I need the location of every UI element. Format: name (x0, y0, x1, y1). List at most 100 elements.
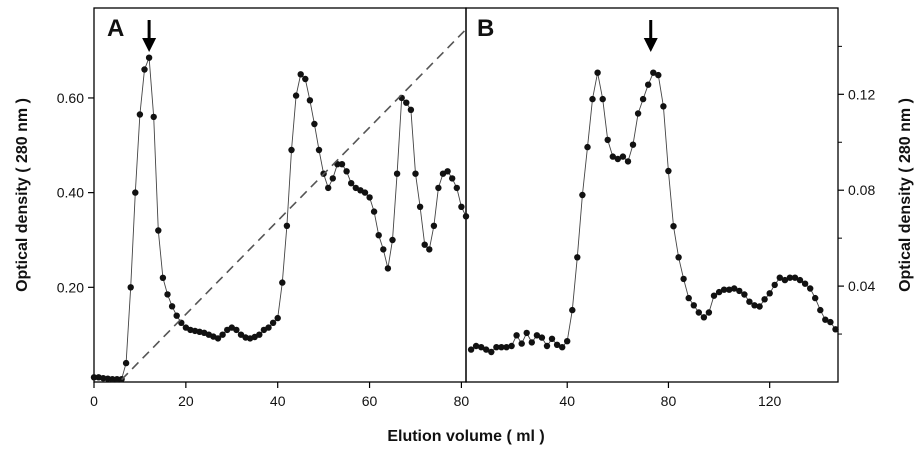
panel-b-data-point (791, 274, 799, 281)
panel-b-data-point (478, 344, 485, 351)
panel-b-data-point (756, 303, 763, 310)
panel-a-data-point (159, 274, 167, 281)
panel-a-x-tick-label: 0 (90, 393, 98, 409)
panel-a-data-point (416, 203, 424, 210)
panel-a-data-point (237, 331, 245, 338)
panel-a-y-tick-label: 0.20 (57, 279, 84, 295)
panel-a-data-point (380, 246, 387, 253)
panel-b-data-point (655, 71, 662, 79)
panel-b-data-point (488, 348, 495, 356)
panel-a-data-point (375, 232, 382, 239)
panel-b-frame (465, 7, 839, 383)
panel-b-data-point (574, 254, 581, 261)
panel-b-data-point (731, 285, 738, 292)
panel-a-data-point (366, 194, 373, 201)
panel-b-data-point (695, 309, 702, 316)
panel-b-data-point (796, 276, 804, 284)
panel-b-data-point (690, 302, 697, 309)
panel-b-data-point (822, 316, 829, 323)
panel-b-data-point (533, 332, 541, 339)
panel-a-x-tick-label: 20 (178, 393, 194, 409)
panel-a-data-point (407, 106, 415, 114)
panel-a-data-point (150, 113, 157, 121)
panel-b-data-point (523, 329, 530, 337)
panel-a-data-point (168, 303, 176, 310)
panel-b-data-point (746, 298, 753, 305)
panel-b-data-point (665, 167, 672, 175)
panel-a-data-point (306, 97, 314, 104)
panel-b-data-point (786, 274, 794, 281)
panel-a-data-point (462, 213, 470, 220)
panel-b-data-point (705, 309, 713, 316)
panel-a-data-point (288, 146, 295, 154)
panel-a-data-point (279, 279, 286, 286)
panel-b-data-point (751, 302, 758, 309)
panel-b: 40 80 120 0.04 0.08 0.12 (467, 20, 875, 409)
panel-b-data-point (483, 346, 490, 353)
panel-b-data-point (680, 275, 687, 283)
panel-a-data-point (435, 184, 442, 192)
panel-a-peak-arrow-head (142, 38, 157, 52)
panel-b-data-point (543, 342, 551, 350)
panel-a-data-point (214, 335, 222, 342)
panel-a-data-point (393, 170, 401, 177)
panel-b-data-point (503, 344, 510, 351)
panel-a-x-tick-label: 40 (270, 393, 286, 409)
panel-a-data-point (302, 75, 309, 83)
panel-b-data-point (710, 292, 718, 299)
panel-b-data-point (650, 69, 657, 76)
panel-a-data-point (370, 208, 378, 215)
panel-a-data-point (403, 99, 410, 106)
panel-b-data-point (720, 286, 728, 293)
panel-a-data-point (292, 92, 300, 99)
left-y-axis-title: Optical density ( 280 nm ) (14, 98, 31, 292)
panel-a-data-point (444, 168, 451, 175)
panel-a-data-point (430, 222, 438, 229)
panel-a-data-point (412, 170, 419, 177)
panel-b-data-point (776, 274, 783, 281)
panel-b-data-point (801, 280, 809, 287)
panel-a-data-point (315, 146, 323, 154)
panel-b-data-point (807, 285, 814, 292)
panel-b-data-point (599, 95, 606, 103)
panel-b-letter: B (477, 15, 494, 42)
panel-a-data-point (269, 319, 277, 326)
panel-a-data-point (311, 120, 318, 128)
panel-a-letter: A (107, 15, 124, 42)
panel-a-data-point (141, 66, 148, 73)
panel-b-data-point (518, 340, 525, 347)
panel-b-data-point (675, 254, 682, 261)
panel-a-elution-line (94, 57, 467, 380)
panel-b-data-point (513, 332, 520, 339)
panel-b-data-point (498, 344, 505, 351)
panel-a-x-tick-label: 60 (362, 393, 378, 409)
panel-b-y-tick-label: 0.04 (848, 278, 875, 294)
panel-b-data-point (609, 153, 616, 160)
panel-a-data-point (361, 189, 369, 196)
panel-a-data-point (127, 284, 134, 291)
panel-b-data-point (584, 143, 591, 151)
panel-b-data-point (493, 344, 500, 351)
panel-b-y-tick-label: 0.12 (848, 86, 875, 102)
panel-b-peak-arrow-head (643, 38, 658, 52)
panel-b-data-point (553, 341, 561, 348)
panel-b-data-point (614, 155, 621, 163)
panel-a-data-point (329, 175, 336, 182)
panel-a-data-point (132, 189, 139, 196)
panel-a-data-point (136, 111, 144, 118)
panel-b-data-point (670, 223, 677, 230)
panel-a-y-tick-label: 0.40 (57, 185, 84, 201)
panel-a-data-point (458, 203, 465, 210)
panel-b-data-point (634, 110, 642, 117)
panel-a-x-tick-label: 80 (454, 393, 470, 409)
panel-a-data-point (265, 324, 272, 331)
panel-b-data-point (685, 294, 692, 302)
panel-a-data-point (164, 291, 171, 298)
panel-a-y-tick-label: 0.60 (57, 90, 84, 106)
panel-b-data-point (528, 339, 535, 346)
panel-b-data-point (812, 294, 819, 302)
panel-b-data-point (645, 81, 652, 88)
panel-a-data-point (325, 184, 332, 192)
panel-a-data-point (343, 168, 350, 175)
